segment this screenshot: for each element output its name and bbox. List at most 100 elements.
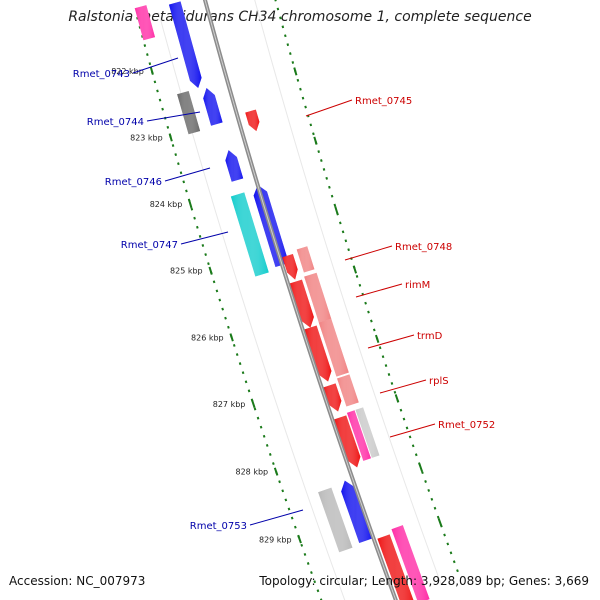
reverse-label-leader — [146, 111, 201, 122]
reverse-minor-tick — [156, 89, 159, 93]
reverse-minor-tick — [215, 289, 219, 293]
forward-minor-tick — [421, 471, 424, 475]
kbp-label: 822 kbp — [111, 67, 144, 76]
forward-label-leader — [379, 379, 427, 394]
forward-minor-tick — [296, 78, 300, 82]
reverse-minor-tick — [185, 189, 188, 193]
reverse-minor-tick — [272, 462, 275, 466]
forward-minor-tick — [405, 426, 409, 430]
reverse-minor-tick — [141, 35, 144, 38]
forward-minor-tick — [338, 221, 342, 225]
accession-text: Accession: NC_007973 — [9, 574, 146, 588]
forward-minor-tick — [446, 542, 450, 546]
reverse-minor-tick — [232, 343, 236, 347]
forward-minor-tick — [299, 87, 302, 91]
reverse-minor-tick — [256, 416, 260, 420]
forward-major-tick — [437, 518, 443, 527]
reverse-minor-tick — [238, 362, 242, 366]
reverse-minor-tick — [201, 244, 205, 247]
fwd-salmon-feature-rimM-b-shade — [304, 272, 332, 323]
forward-minor-tick — [372, 328, 376, 332]
reverse-minor-tick — [259, 425, 263, 429]
kbp-label: 827 kbp — [213, 400, 246, 409]
kbp-label: 829 kbp — [259, 535, 292, 544]
forward-minor-tick — [367, 310, 370, 314]
gene-label-rmet_0753[interactable]: Rmet_0753 — [190, 521, 247, 532]
fwd-red-feature-trmD-a-shade — [304, 325, 332, 382]
forward-minor-tick — [301, 96, 305, 100]
gene-label-rmet_0744[interactable]: Rmet_0744 — [87, 117, 144, 128]
fwd-gray-feature-0752c-shade — [355, 407, 380, 458]
reverse-minor-tick — [218, 298, 222, 302]
forward-minor-tick — [284, 34, 287, 38]
reverse-label-leader — [164, 167, 211, 182]
reverse-minor-tick — [148, 62, 152, 66]
gene-label-rmet_0747[interactable]: Rmet_0747 — [121, 240, 178, 251]
forward-minor-tick — [449, 551, 453, 555]
forward-minor-tick — [424, 480, 427, 483]
reverse-minor-tick — [287, 507, 291, 511]
reverse-minor-tick — [182, 180, 186, 184]
forward-minor-tick — [427, 488, 431, 492]
forward-minor-tick — [452, 560, 456, 564]
forward-minor-tick — [274, 0, 277, 2]
reverse-minor-tick — [138, 25, 142, 29]
kbp-label: 823 kbp — [130, 133, 163, 142]
forward-minor-tick — [286, 43, 290, 47]
forward-minor-tick — [364, 301, 367, 305]
fwd-red-feature-rplS-a-shade — [323, 383, 342, 412]
gene-label-rmet_0745[interactable]: Rmet_0745 — [355, 96, 412, 107]
forward-minor-tick — [378, 346, 382, 350]
gene-label-rimm[interactable]: rimM — [405, 280, 430, 291]
fwd-salmon-feature-0748b-shade — [296, 246, 315, 273]
reverse-minor-tick — [179, 171, 183, 175]
fwd-pink-feature-bottom-shade — [391, 525, 430, 600]
reverse-minor-tick — [204, 253, 207, 257]
reverse-minor-tick — [153, 80, 157, 84]
forward-minor-tick — [281, 25, 285, 29]
forward-minor-tick — [456, 569, 459, 573]
forward-minor-tick — [443, 533, 446, 537]
forward-minor-tick — [411, 444, 415, 448]
forward-minor-tick — [309, 123, 313, 127]
reverse-minor-tick — [177, 162, 180, 166]
forward-minor-tick — [341, 230, 345, 234]
forward-minor-tick — [325, 176, 329, 180]
kbp-scale: 822 kbp 823 kbp 824 kbp 825 kbp 826 kbp 827 k… — [111, 66, 302, 544]
gene-label-rmet_0748[interactable]: Rmet_0748 — [395, 242, 452, 253]
forward-minor-tick — [276, 7, 280, 11]
forward-minor-tick — [393, 390, 397, 394]
backbone-highlight — [204, 0, 397, 600]
gene-label-rmet_0746[interactable]: Rmet_0746 — [105, 177, 162, 188]
forward-minor-tick — [399, 408, 403, 412]
forward-track-ticks — [274, 0, 459, 573]
rev-pink-feature-top-shade — [134, 5, 155, 41]
kbp-major-tick — [229, 333, 234, 342]
fwd-red-feature-0748a-shade — [282, 253, 298, 280]
reverse-minor-tick — [193, 216, 196, 220]
lane-separator — [254, 0, 442, 584]
gene-label-rmet_0752[interactable]: Rmet_0752 — [438, 420, 495, 431]
forward-major-tick — [418, 463, 423, 472]
kbp-major-tick — [188, 199, 193, 209]
fwd-red-feature-0752a-shade — [333, 415, 361, 468]
rev-cyan-feature-0747a-shade — [230, 192, 269, 277]
kbp-label: 828 kbp — [236, 468, 269, 477]
rev-blue-feature-0744b-shade — [203, 88, 223, 126]
forward-minor-tick — [291, 61, 295, 64]
gene-label-trmd[interactable]: trmD — [417, 331, 443, 342]
fwd-red-feature-bottom-shade — [377, 534, 414, 600]
reverse-minor-tick — [284, 498, 288, 502]
reverse-label-leader — [249, 509, 304, 526]
forward-major-tick — [313, 136, 318, 145]
reverse-minor-tick — [174, 153, 178, 157]
forward-minor-tick — [317, 150, 320, 154]
reverse-minor-tick — [253, 407, 257, 411]
forward-minor-tick — [436, 515, 440, 519]
reverse-minor-tick — [262, 434, 266, 438]
gene-label-rpls[interactable]: rplS — [429, 376, 449, 387]
gene-label-rmet_0743[interactable]: Rmet_0743 — [73, 69, 130, 80]
forward-minor-tick — [330, 194, 334, 198]
forward-minor-tick — [390, 381, 394, 385]
